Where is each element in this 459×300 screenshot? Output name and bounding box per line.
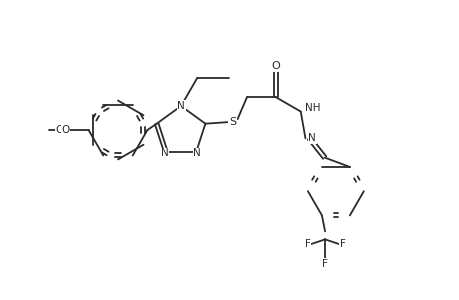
Text: N: N — [177, 101, 185, 111]
Text: O: O — [62, 125, 69, 135]
Text: N: N — [308, 133, 315, 143]
Text: F: F — [321, 259, 327, 269]
Text: NH: NH — [304, 103, 319, 112]
Text: N: N — [193, 148, 201, 158]
Text: O: O — [55, 125, 63, 135]
Text: F: F — [304, 239, 310, 249]
Text: S: S — [229, 117, 235, 127]
Text: N: N — [161, 148, 168, 158]
Text: O: O — [271, 61, 280, 71]
Text: F: F — [339, 239, 345, 249]
